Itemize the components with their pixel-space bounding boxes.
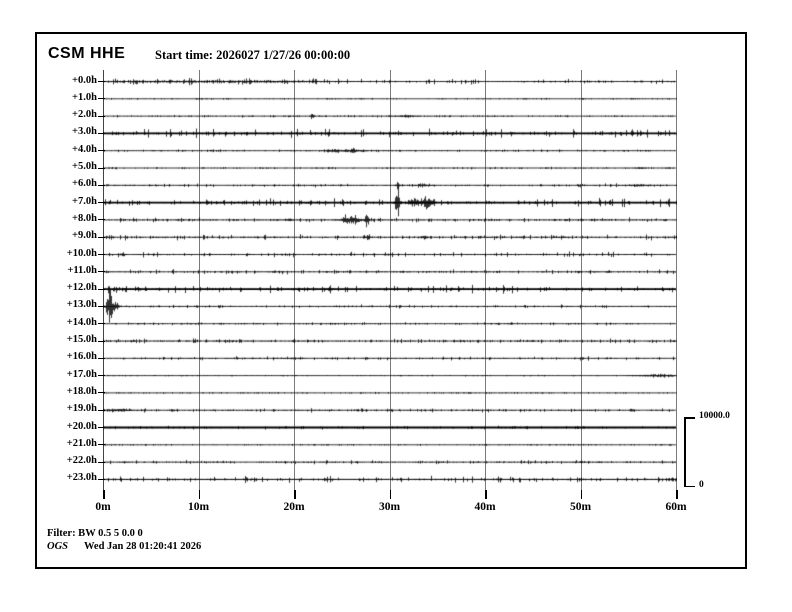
x-axis-tick [676, 490, 678, 499]
hour-label: +12.0h [66, 282, 97, 294]
hour-label: +0.0h [72, 74, 97, 86]
row-tick [98, 392, 105, 394]
hour-label: +22.0h [66, 455, 97, 467]
x-axis-label: 30m [378, 501, 401, 513]
hour-label: +23.0h [66, 472, 97, 484]
row-tick [98, 98, 105, 100]
generated-timestamp: Wed Jan 28 01:20:41 2026 [84, 541, 202, 552]
hour-label: +19.0h [66, 403, 97, 415]
hour-label: +7.0h [72, 195, 97, 207]
start-time-label: Start time: 2026027 1/27/26 00:00:00 [155, 48, 351, 62]
amplitude-scale-max-label: 10000.0 [699, 411, 730, 421]
hour-label: +1.0h [72, 91, 97, 103]
row-tick [98, 305, 105, 307]
hour-label: +6.0h [72, 178, 97, 190]
hour-label: +18.0h [66, 385, 97, 397]
hour-label: +14.0h [66, 316, 97, 328]
x-axis-tick [294, 490, 296, 499]
outer-border [35, 32, 747, 569]
row-tick [98, 167, 105, 169]
row-tick [98, 219, 105, 221]
helicorder-canvas [103, 70, 677, 491]
x-axis-label: 40m [474, 501, 496, 513]
hour-label: +21.0h [66, 437, 97, 449]
row-tick [98, 115, 105, 117]
hour-label: +13.0h [66, 299, 97, 311]
filter-label: Filter: BW 0.5 5 0.0 0 [47, 528, 143, 539]
row-tick [98, 478, 105, 480]
hour-label: +11.0h [67, 264, 97, 276]
row-tick [98, 288, 105, 290]
row-tick [98, 271, 105, 273]
hour-label: +3.0h [72, 126, 97, 138]
amplitude-scale-bottom-tick [684, 485, 695, 487]
row-tick [98, 323, 105, 325]
row-tick [98, 427, 105, 428]
x-axis-tick [103, 490, 105, 499]
x-axis-tick [389, 490, 391, 499]
credit-line: OGS Wed Jan 28 01:20:41 2026 [47, 541, 201, 552]
hour-label: +20.0h [66, 420, 97, 432]
hour-label: +5.0h [72, 161, 97, 172]
row-tick [98, 202, 105, 204]
hour-label: +16.0h [66, 351, 97, 363]
x-axis-tick [485, 490, 487, 499]
row-tick [98, 409, 105, 411]
row-tick [98, 357, 105, 359]
row-tick [98, 236, 105, 238]
hour-label: +4.0h [72, 143, 97, 155]
amplitude-scale-top-tick [684, 417, 695, 419]
row-tick [98, 81, 105, 82]
row-tick [98, 132, 105, 134]
amplitude-scale-min-label: 0 [699, 480, 704, 490]
hour-label: +10.0h [66, 247, 97, 259]
row-tick [98, 150, 105, 152]
hour-label: +17.0h [66, 368, 97, 380]
amplitude-scale-bracket [684, 417, 686, 487]
row-tick [98, 340, 105, 342]
station-title: CSM HHE [48, 45, 126, 62]
x-axis-tick [580, 490, 582, 499]
x-axis-label: 10m [187, 501, 210, 513]
agency-label: OGS [47, 541, 69, 552]
hour-label: +2.0h [72, 109, 97, 121]
row-tick [98, 444, 105, 446]
row-tick [98, 461, 105, 463]
x-axis-label: 50m [569, 501, 592, 513]
row-tick [98, 184, 105, 186]
row-tick [98, 254, 105, 255]
row-tick [98, 375, 105, 377]
hour-label: +15.0h [66, 334, 97, 345]
hour-label: +8.0h [72, 212, 97, 224]
hour-label: +9.0h [72, 230, 97, 242]
x-axis-label: 20m [283, 501, 305, 513]
x-axis-label: 0m [95, 501, 111, 513]
x-axis-label: 60m [665, 501, 687, 513]
x-axis-tick [198, 490, 200, 499]
